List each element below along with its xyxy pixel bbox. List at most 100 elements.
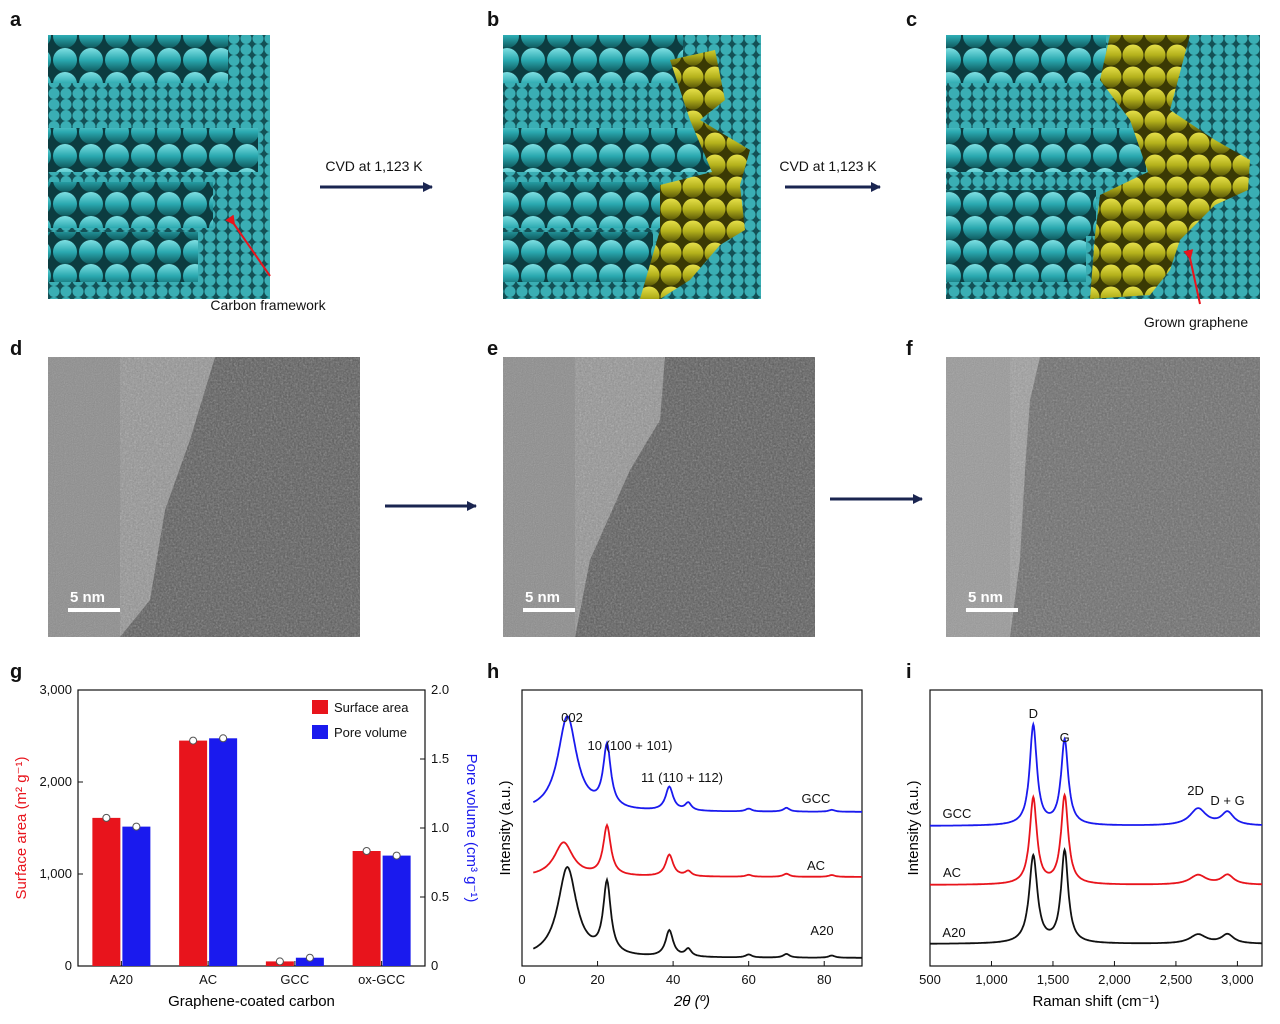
series-label-ac: AC — [807, 858, 825, 873]
y2-tick-label: 0 — [431, 958, 438, 973]
series-label-a20: A20 — [810, 923, 833, 938]
scalebar-label-d: 5 nm — [70, 589, 105, 606]
panel-label-h: h — [487, 661, 499, 683]
y-tick-label: 0 — [65, 958, 72, 973]
tem-image-e: 5 nm — [503, 357, 815, 637]
pore-volume-point — [219, 734, 228, 743]
peak-annotation: 002 — [561, 710, 583, 725]
peak-annotation: 2D — [1187, 783, 1204, 798]
series-label-gcc: GCC — [943, 806, 972, 821]
cvd-label-1: CVD at 1,123 K — [325, 158, 423, 174]
panel-label-a: a — [10, 9, 22, 31]
carbon-framework-pointer — [225, 214, 271, 277]
pore-volume-point — [392, 851, 401, 860]
legend-label-pore-volume: Pore volume — [334, 725, 407, 740]
series-label-ac: AC — [943, 865, 961, 880]
scalebar-label-e: 5 nm — [525, 589, 560, 606]
carbon-framework-label: Carbon framework — [210, 297, 326, 313]
peak-annotation: D + G — [1210, 793, 1244, 808]
y-tick-label: 3,000 — [39, 682, 72, 697]
x-tick-label: GCC — [280, 972, 309, 987]
tem-image-f: 5 nm — [946, 357, 1260, 637]
x-tick-label: AC — [199, 972, 217, 987]
model-c — [946, 35, 1260, 299]
legend-swatch-surface-area — [312, 700, 328, 714]
panel-label-c: c — [906, 9, 917, 31]
surface-area-point — [102, 813, 111, 822]
pore-volume-bar — [382, 855, 411, 966]
series-line-gcc — [532, 714, 862, 813]
x-axis-label: 2θ (º) — [673, 993, 710, 1010]
y2-axis-label: Pore volume (cm³ g⁻¹) — [463, 754, 480, 903]
peak-annotation: 11 (110 + 112) — [641, 770, 723, 785]
chart-g-surface-area-pore-volume: 0 1,000 2,000 3,000 0 0.5 1.0 1.5 2.0 A20 AC GCC ox-… — [13, 682, 480, 1010]
y2-tick-label: 1.0 — [431, 820, 449, 835]
pore-volume-bar — [122, 826, 151, 966]
chart-h-xrd: 0 20 40 60 80 2θ (º) Intensity (a.u.) GCC AC A20 0… — [497, 689, 863, 1010]
chart-i-raman: 500 1,000 1,500 2,000 2,500 3,000 Raman shift … — [905, 689, 1263, 1010]
y-axis-label: Intensity (a.u.) — [905, 780, 922, 875]
surface-area-bar — [179, 740, 208, 966]
panel-label-b: b — [487, 9, 499, 31]
x-tick-label: A20 — [110, 972, 133, 987]
panel-label-e: e — [487, 338, 498, 360]
x-tick-label: 1,500 — [1037, 972, 1070, 987]
surface-area-point — [275, 957, 284, 966]
grown-graphene-pointer — [1183, 249, 1201, 305]
y-tick-label: 2,000 — [39, 774, 72, 789]
cvd-label-2: CVD at 1,123 K — [779, 158, 877, 174]
y-tick-label: 1,000 — [39, 866, 72, 881]
y2-tick-label: 2.0 — [431, 682, 449, 697]
x-tick-label: 1,000 — [975, 972, 1008, 987]
y-axis-label: Intensity (a.u.) — [497, 780, 514, 875]
tem-image-d: 5 nm — [48, 357, 360, 637]
legend-label-surface-area: Surface area — [334, 700, 409, 715]
x-axis-label: Graphene-coated carbon — [168, 993, 335, 1010]
x-axis-label: Raman shift (cm⁻¹) — [1032, 993, 1159, 1010]
y-axis-label: Surface area (m² g⁻¹) — [13, 757, 30, 900]
x-tick-label: 0 — [518, 972, 525, 987]
surface-area-point — [362, 847, 371, 855]
x-tick-label: 80 — [817, 972, 831, 987]
pore-volume-point — [305, 953, 314, 962]
surface-area-bar — [92, 817, 121, 966]
pore-volume-point — [132, 822, 141, 831]
series-label-a20: A20 — [942, 925, 965, 940]
panel-label-f: f — [906, 338, 913, 360]
y2-tick-label: 0.5 — [431, 889, 449, 904]
x-tick-label: 3,000 — [1221, 972, 1254, 987]
panel-label-d: d — [10, 338, 22, 360]
scalebar-d — [68, 608, 120, 612]
model-a — [48, 35, 270, 299]
x-tick-label: ox-GCC — [358, 972, 405, 987]
model-b — [503, 35, 761, 299]
series-line-a20 — [930, 847, 1262, 945]
x-tick-label: 500 — [919, 972, 941, 987]
scalebar-f — [966, 608, 1018, 612]
scalebar-label-f: 5 nm — [968, 589, 1003, 606]
x-tick-label: 2,000 — [1098, 972, 1131, 987]
series-line-ac — [930, 792, 1262, 886]
series-line-gcc — [930, 721, 1263, 827]
panel-label-i: i — [906, 661, 912, 683]
chart-h-frame — [521, 689, 863, 967]
x-tick-label: 2,500 — [1160, 972, 1193, 987]
x-tick-label: 20 — [590, 972, 604, 987]
panel-label-g: g — [10, 661, 22, 683]
peak-annotation: G — [1060, 730, 1070, 745]
scalebar-e — [523, 608, 575, 612]
series-line-ac — [533, 822, 862, 878]
pore-volume-bar — [295, 957, 324, 966]
surface-area-point — [189, 736, 198, 745]
peak-annotation: D — [1029, 706, 1038, 721]
y2-tick-label: 1.5 — [431, 751, 449, 766]
pore-volume-bar — [209, 738, 238, 966]
series-line-a20 — [532, 865, 862, 959]
peak-annotation: 10 (100 + 101) — [588, 738, 673, 753]
x-tick-label: 40 — [666, 972, 680, 987]
legend-swatch-pore-volume — [312, 725, 328, 739]
chart-i-frame — [929, 689, 1263, 967]
x-tick-label: 60 — [741, 972, 755, 987]
series-label-gcc: GCC — [802, 791, 831, 806]
